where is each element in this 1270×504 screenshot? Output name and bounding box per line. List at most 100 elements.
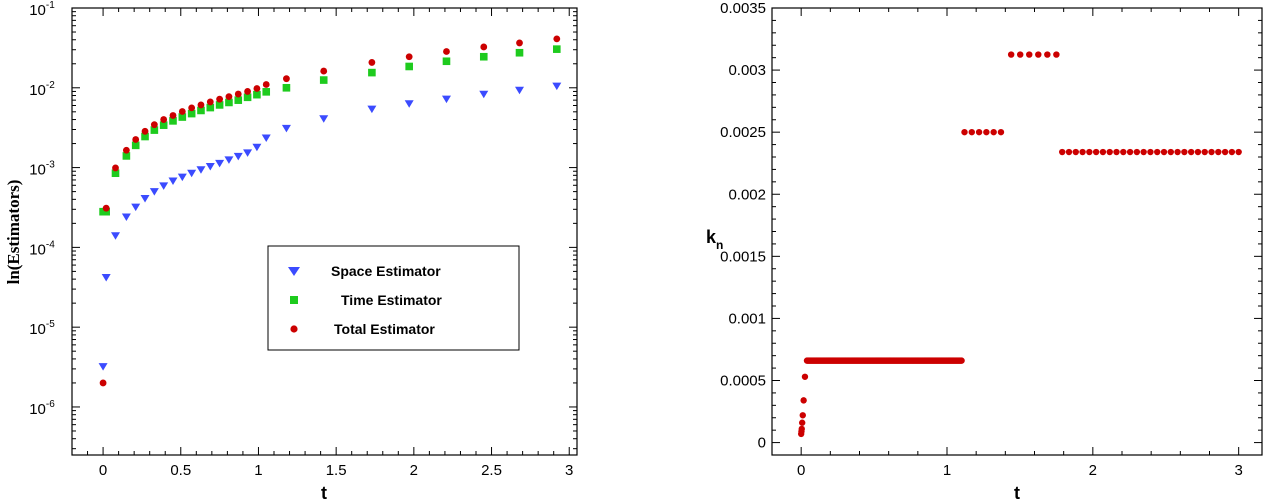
space-point	[281, 124, 291, 133]
total-point	[102, 204, 110, 212]
left-x-tick-label: 3	[565, 462, 573, 479]
space-point	[552, 82, 562, 91]
right-x-tick-label: 0	[797, 462, 805, 479]
step-size-point	[799, 412, 806, 419]
left-y-tick-label: 10-2	[29, 80, 55, 99]
step-size-point	[800, 397, 807, 404]
step-size-point	[1235, 148, 1242, 156]
left-x-tick-label: 0.5	[170, 462, 191, 479]
time-point	[243, 93, 252, 102]
left-y-tick-label: 10-6	[29, 399, 55, 418]
step-size-point	[1026, 51, 1033, 58]
step-size-point	[1221, 148, 1229, 156]
total-point	[132, 136, 140, 143]
total-point	[443, 48, 450, 55]
space-point	[479, 90, 489, 99]
right-y-tick-label: 0.0025	[720, 124, 766, 141]
step-size-point	[1167, 148, 1174, 156]
step-size-point	[801, 373, 809, 380]
step-size-point	[1228, 148, 1236, 156]
space-point	[131, 203, 141, 212]
left-y-tick-label: 10-4	[29, 239, 55, 258]
step-size-point	[1201, 148, 1208, 156]
step-size-point	[1140, 148, 1147, 156]
time-point	[131, 141, 140, 150]
time-point	[479, 52, 488, 61]
left-y-axis: 10-6 10-5 10-4 10-3 10-2 10-1	[29, 0, 577, 450]
total-point	[160, 116, 168, 123]
time-point	[262, 88, 271, 96]
legend-marker-time	[290, 296, 298, 304]
step-size-point	[1194, 148, 1202, 156]
step-size-point	[1174, 148, 1181, 156]
left-plot-frame	[71, 7, 578, 456]
space-point	[111, 232, 121, 240]
left-y-tick-label: 10-5	[29, 319, 55, 338]
time-point	[282, 83, 291, 92]
total-point	[216, 95, 224, 103]
total-point	[141, 127, 149, 135]
space-point	[243, 149, 253, 157]
space-point	[149, 188, 159, 196]
space-point	[187, 169, 197, 178]
right-x-axis: 0 1 2 3	[797, 8, 1243, 479]
left-x-axis: 0 0.5 1 1.5 2 2.5 3	[87, 8, 573, 479]
time-point	[178, 113, 187, 121]
total-point	[283, 75, 290, 83]
time-point	[159, 121, 168, 129]
space-point	[159, 182, 169, 190]
right-y-axis-title-base: k	[706, 227, 717, 247]
total-point	[206, 98, 214, 106]
step-size-point	[1092, 148, 1100, 156]
total-point	[262, 81, 270, 88]
step-size-point	[1187, 148, 1195, 156]
step-size-point	[1113, 148, 1120, 156]
step-size-point	[990, 128, 997, 136]
right-x-axis-title: t	[1014, 483, 1020, 503]
space-point	[367, 105, 377, 114]
total-point	[112, 164, 119, 172]
total-point	[122, 146, 130, 154]
step-size-point	[961, 128, 968, 136]
step-size-point	[1160, 148, 1168, 156]
legend-marker-total	[290, 325, 298, 333]
step-size-point	[975, 128, 983, 136]
step-size-point	[1035, 51, 1042, 58]
time-point	[122, 152, 131, 160]
step-size-point	[1059, 148, 1066, 156]
space-point	[98, 363, 108, 371]
step-size-point	[1106, 148, 1113, 156]
right-y-tick-label: 0	[758, 435, 766, 452]
step-size-point	[1017, 51, 1024, 58]
time-point	[102, 207, 110, 216]
right-plot-frame	[771, 7, 1263, 456]
time-point	[234, 96, 243, 104]
space-point	[233, 152, 243, 161]
step-size-point	[1147, 148, 1154, 156]
space-point	[441, 95, 451, 104]
total-point	[169, 112, 177, 119]
left-y-tick-label: 10-3	[29, 160, 55, 179]
step-size-point	[997, 128, 1005, 136]
total-point	[320, 67, 328, 75]
space-point	[177, 173, 187, 182]
right-y-tick-label: 0.0035	[720, 0, 766, 17]
space-point	[101, 273, 111, 282]
right-y-axis-title-sub: n	[716, 238, 723, 252]
space-point	[319, 115, 329, 123]
step-size-point	[983, 128, 990, 136]
step-size-point	[1120, 148, 1127, 156]
legend-box	[267, 245, 520, 351]
time-point	[150, 126, 159, 134]
time-point	[368, 68, 376, 77]
total-point	[234, 90, 242, 98]
space-point	[168, 177, 178, 185]
step-size-point	[1007, 51, 1015, 58]
step-size-point	[968, 128, 975, 136]
time-point	[405, 62, 413, 71]
time-point	[442, 57, 451, 66]
total-point	[197, 101, 205, 109]
space-point	[121, 213, 131, 222]
space-point	[515, 86, 525, 95]
